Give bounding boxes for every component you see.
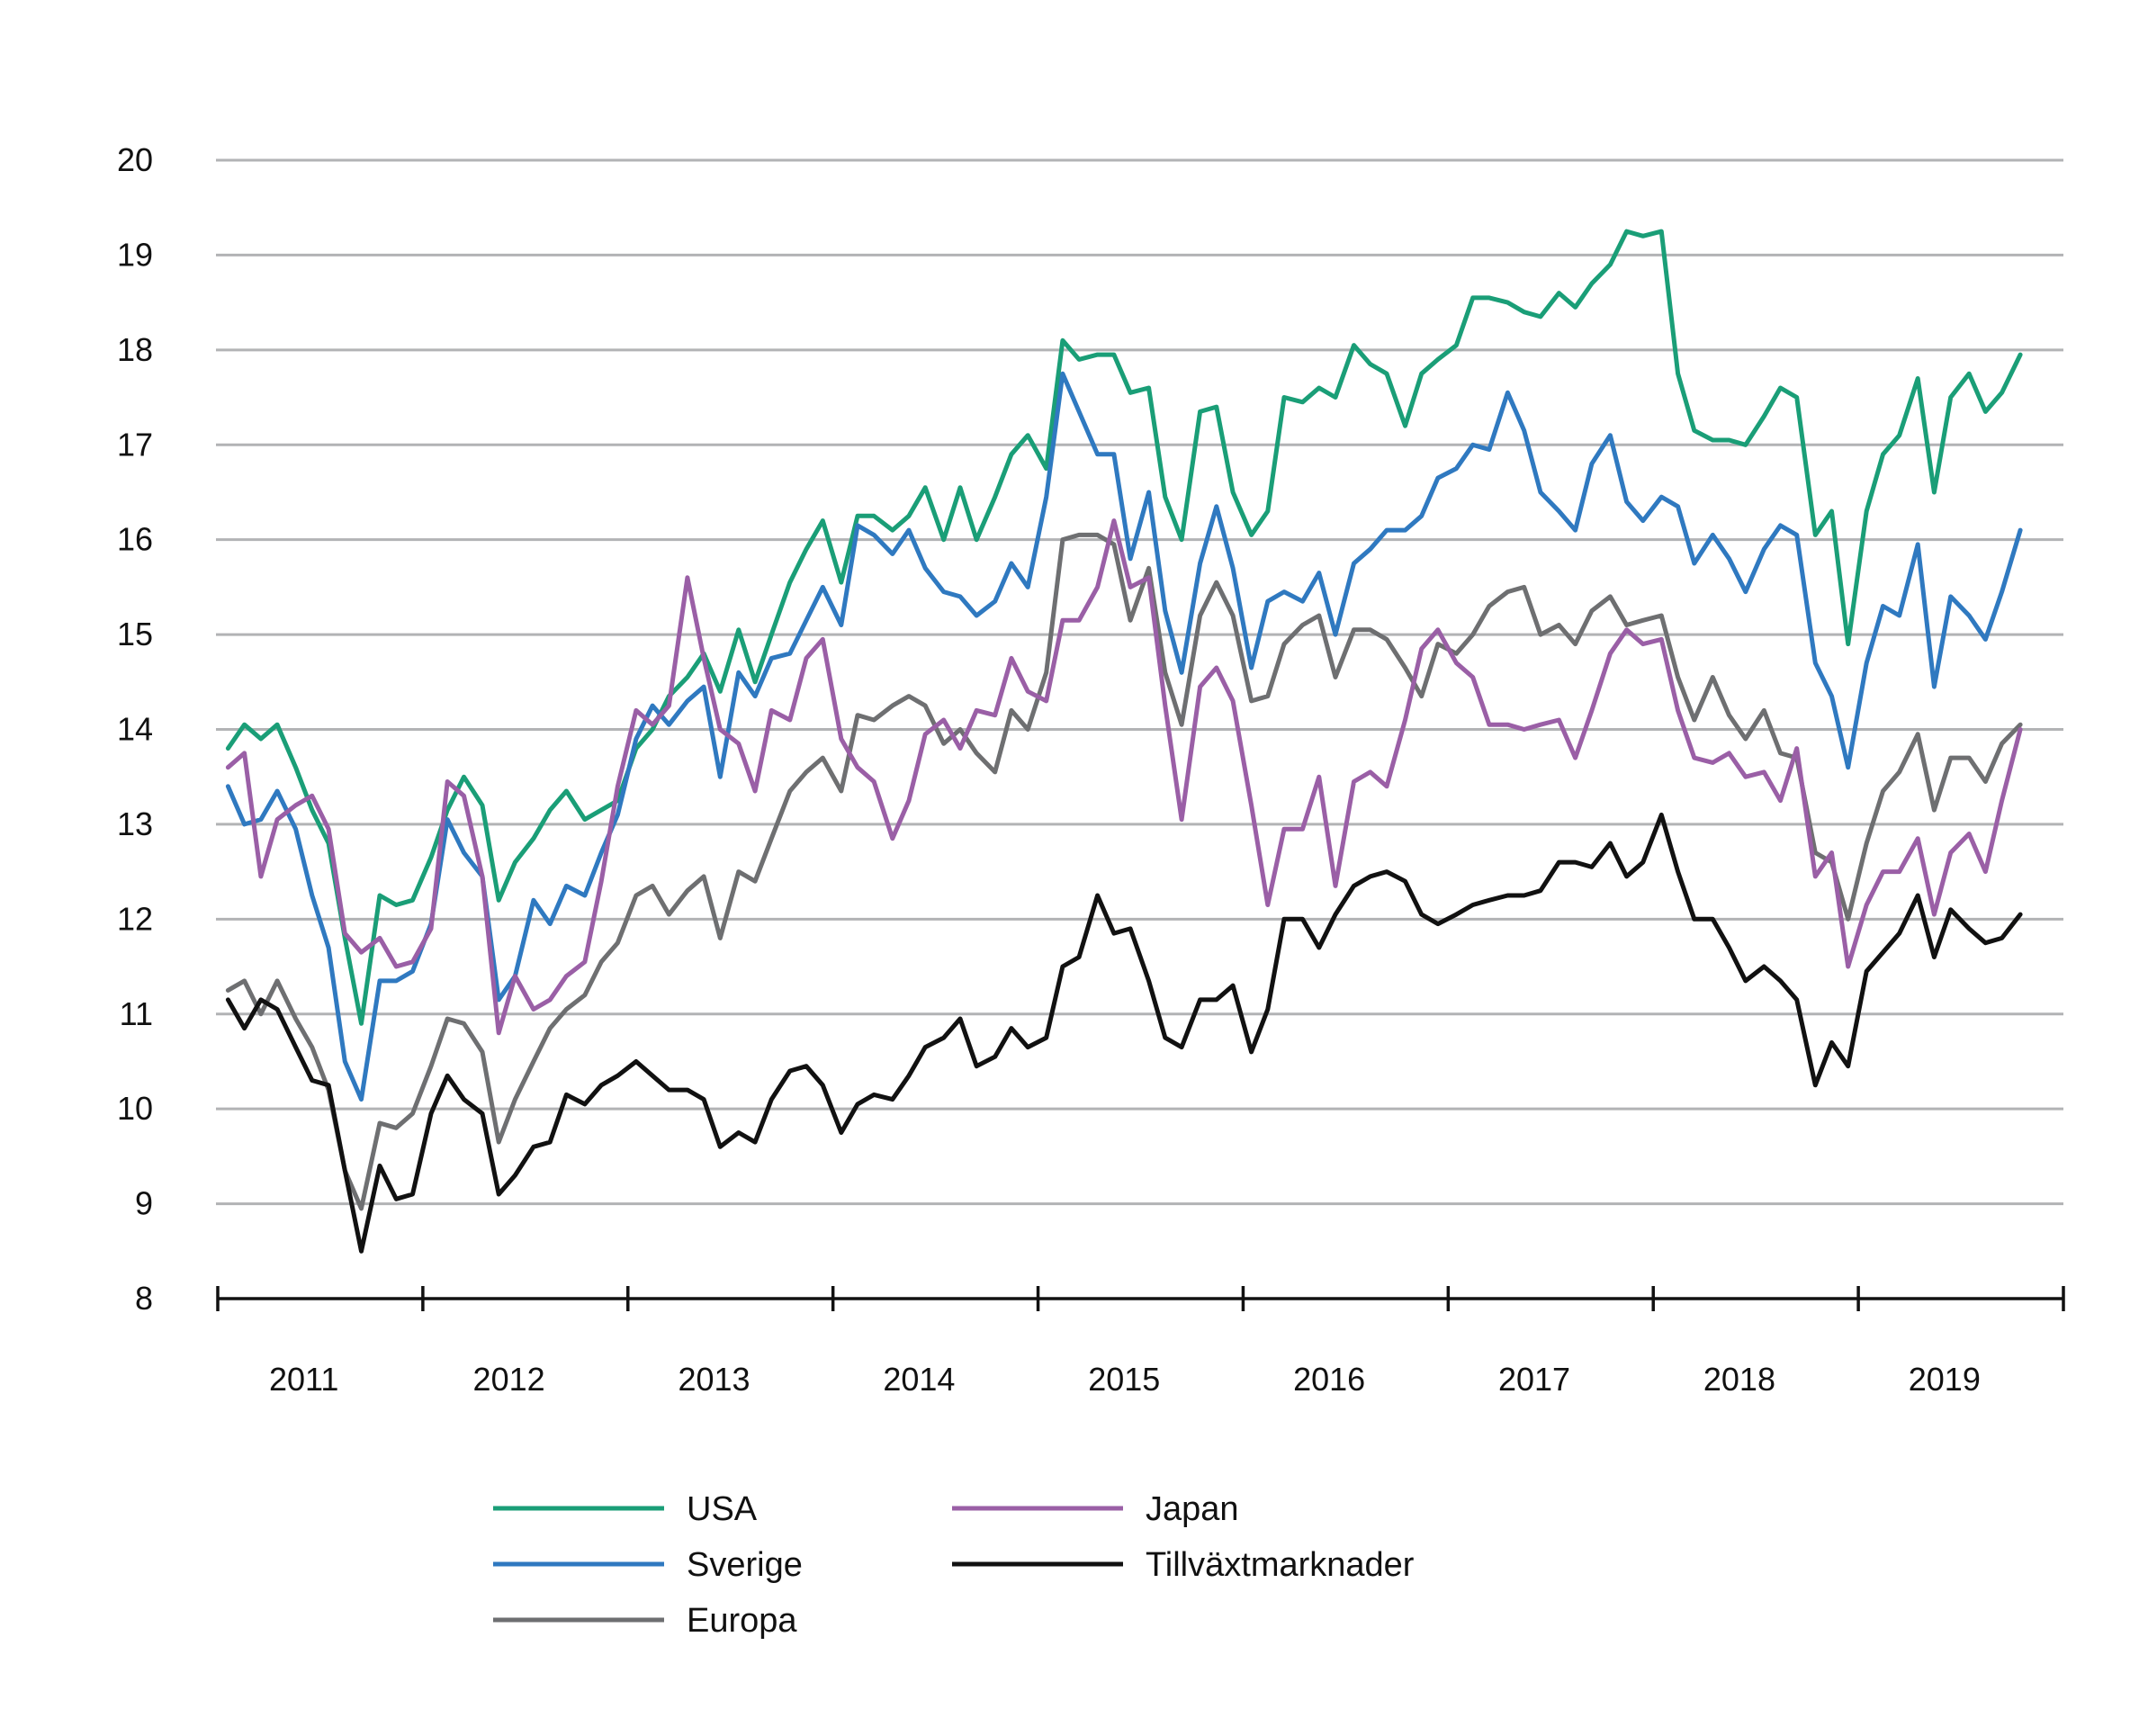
legend-label: USA: [687, 1490, 758, 1528]
legend-label: Japan: [1146, 1490, 1239, 1528]
legend-item-europa: Europa: [493, 1602, 797, 1640]
legend-label: Europa: [687, 1602, 797, 1640]
y-tick-label-15: 15: [117, 616, 153, 652]
legend-label: Tillväxtmarknader: [1146, 1546, 1415, 1584]
x-year-label-2017: 2017: [1498, 1361, 1570, 1398]
legend-item-usa: USA: [493, 1490, 758, 1528]
y-axis-tick-labels: 8 9 10 11 12 13 14 15 16 17 18 19 20: [117, 141, 153, 1317]
data-series-lines: [225, 229, 2023, 1254]
y-tick-label-11: 11: [120, 995, 153, 1032]
legend-item-tillväxtmarknader: Tillväxtmarknader: [952, 1546, 1415, 1584]
x-axis: 2011 2012 2013 2014 2015 2016 2017 2018 2019: [216, 1286, 2065, 1398]
y-tick-label-18: 18: [117, 331, 153, 368]
x-year-label-2018: 2018: [1703, 1361, 1775, 1398]
x-year-label-2011: 2011: [269, 1361, 338, 1398]
x-year-label-2014: 2014: [883, 1361, 955, 1398]
legend: USA Sverige Europa Japan Tillväxtmarknader: [493, 1490, 1415, 1640]
y-tick-label-12: 12: [117, 900, 153, 937]
series-line-usa: [225, 229, 2023, 1026]
y-tick-label-17: 17: [117, 426, 153, 463]
y-tick-label-20: 20: [117, 141, 153, 178]
series-line-japan: [225, 518, 2023, 1036]
y-tick-label-8: 8: [135, 1280, 153, 1317]
x-year-label-2013: 2013: [678, 1361, 750, 1398]
legend-item-japan: Japan: [952, 1490, 1239, 1528]
y-tick-label-13: 13: [117, 805, 153, 842]
legend-item-sverige: Sverige: [493, 1546, 803, 1584]
y-tick-label-14: 14: [117, 711, 153, 748]
y-tick-label-10: 10: [117, 1090, 153, 1127]
legend-label: Sverige: [687, 1546, 803, 1584]
y-tick-label-16: 16: [117, 521, 153, 558]
x-year-label-2016: 2016: [1293, 1361, 1365, 1398]
x-year-label-2012: 2012: [473, 1361, 545, 1398]
y-tick-label-19: 19: [117, 236, 153, 273]
series-line-tillväxtmarknader: [225, 812, 2023, 1254]
y-tick-label-9: 9: [135, 1185, 153, 1222]
x-year-label-2019: 2019: [1909, 1361, 1981, 1398]
y-gridlines: [216, 158, 2063, 1206]
series-line-europa: [225, 532, 2023, 1211]
x-year-label-2015: 2015: [1088, 1361, 1160, 1398]
series-line-sverige: [225, 371, 2023, 1102]
